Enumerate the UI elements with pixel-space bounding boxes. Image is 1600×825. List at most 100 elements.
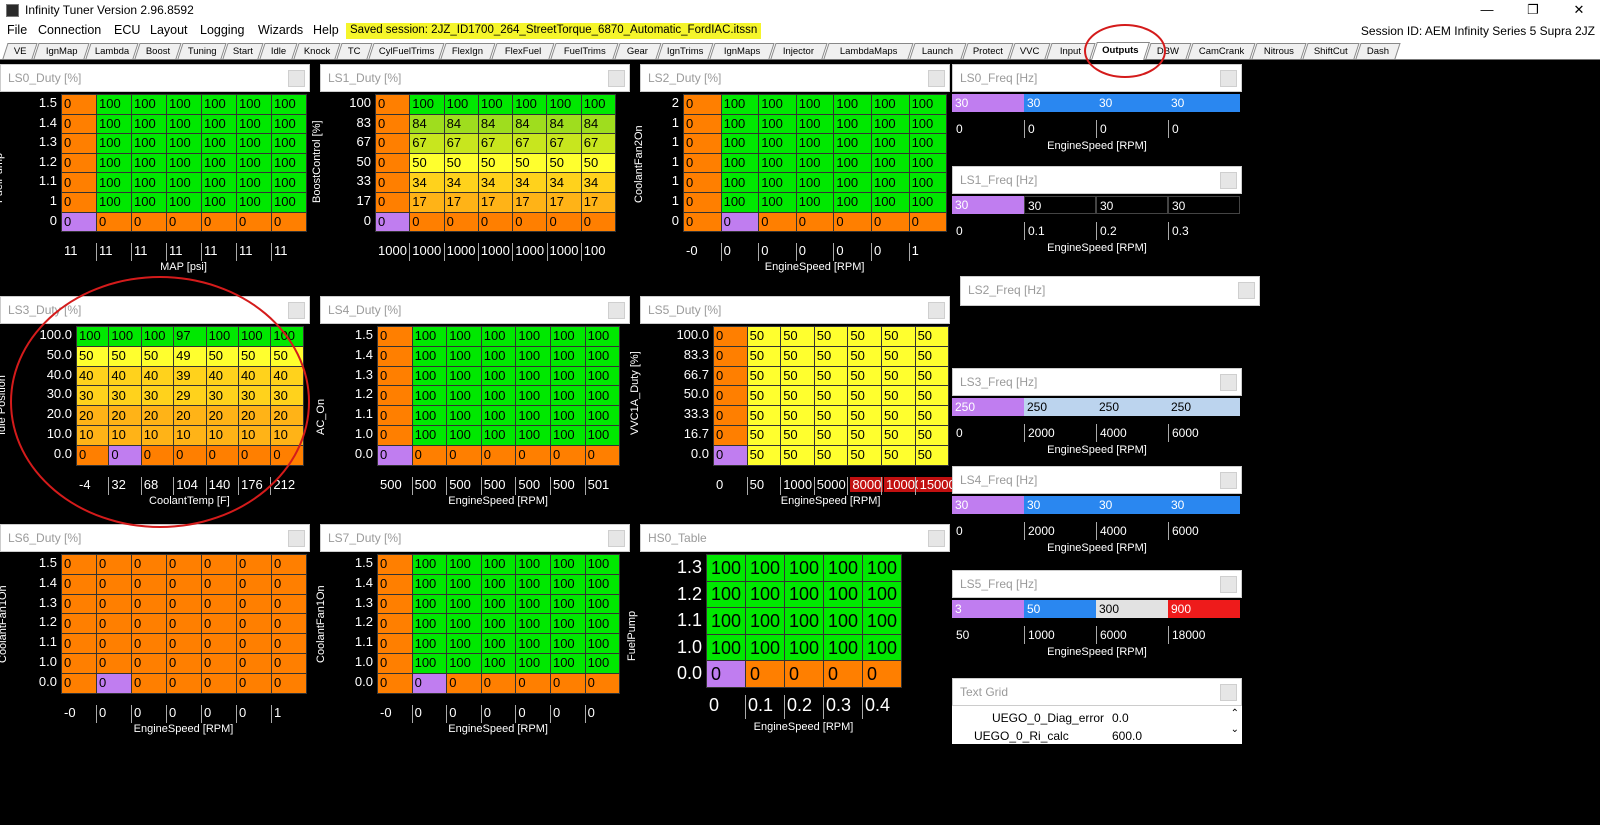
map-cell[interactable]: 50 (746, 326, 782, 347)
map-cell[interactable]: 34 (580, 172, 617, 193)
map-cell[interactable]: 50 (546, 152, 582, 174)
map-cell[interactable]: 0 (377, 345, 413, 367)
map-cell[interactable]: 50 (847, 405, 882, 426)
map-cell[interactable]: 100 (870, 191, 910, 213)
map-cell[interactable]: 100 (908, 172, 948, 193)
map-cell[interactable]: 100 (411, 405, 448, 426)
map-cell[interactable]: 100 (584, 385, 621, 407)
map-cell[interactable]: 50 (512, 152, 548, 174)
map-cell[interactable]: 100 (515, 385, 551, 407)
map-cell[interactable]: 100 (584, 424, 621, 446)
freq-cell[interactable]: 30 (952, 496, 1024, 514)
freq-cell[interactable]: 30 (1096, 94, 1168, 112)
map-cell[interactable]: 0 (131, 652, 167, 674)
map-cell[interactable]: 100 (758, 172, 797, 193)
map-cell[interactable]: 100 (515, 365, 551, 387)
map-cell[interactable]: 0 (166, 211, 202, 233)
map-cell[interactable]: 0 (377, 424, 413, 446)
map-cell[interactable]: 100 (549, 385, 586, 407)
map-cell[interactable]: 100 (908, 94, 948, 115)
map-cell[interactable]: 100 (411, 633, 448, 654)
map-cell[interactable]: 17 (443, 191, 479, 213)
map-cell[interactable]: 0 (236, 593, 272, 615)
map-cell[interactable]: 50 (880, 424, 916, 446)
map-cell[interactable]: 100 (411, 554, 448, 575)
map-cell[interactable]: 0 (201, 672, 237, 694)
map-cell[interactable]: 0 (477, 211, 514, 233)
map-cell[interactable]: 100 (480, 345, 517, 367)
map-cell[interactable]: 0 (580, 211, 617, 233)
freq-cell[interactable]: 900 (1168, 600, 1240, 618)
map-cell[interactable]: 100 (271, 133, 307, 154)
map-cell[interactable]: 100 (446, 345, 482, 367)
map-cell[interactable]: 100 (870, 94, 910, 115)
map-cell[interactable]: 100 (166, 152, 202, 174)
map-cell[interactable]: 100 (446, 424, 482, 446)
map-cell[interactable]: 100 (131, 172, 167, 193)
map-cell[interactable]: 100 (720, 113, 760, 135)
map-cell[interactable]: 100 (584, 573, 621, 595)
map-cell[interactable]: 0 (166, 573, 202, 595)
map-cell[interactable]: 67 (409, 133, 445, 154)
map-cell[interactable]: 50 (880, 365, 916, 387)
map-cell[interactable]: 100 (720, 172, 760, 193)
map-cell[interactable]: 100 (795, 172, 835, 193)
map-cell[interactable]: 0 (377, 385, 413, 407)
map-cell[interactable]: 100 (584, 613, 621, 635)
map-cell[interactable]: 100 (271, 113, 307, 135)
map-cell[interactable]: 84 (512, 113, 548, 135)
map-cell[interactable]: 50 (914, 345, 950, 367)
map-cell[interactable]: 100 (96, 191, 132, 213)
map-cell[interactable]: 0 (374, 191, 411, 213)
map-cell[interactable]: 100 (201, 172, 237, 193)
map-cell[interactable]: 50 (847, 385, 882, 407)
map-cell[interactable]: 100 (446, 613, 482, 635)
map-cell[interactable]: 0 (713, 405, 748, 426)
map-cell[interactable]: 0 (515, 444, 551, 466)
tab-shiftcut[interactable]: ShiftCut (1302, 43, 1360, 59)
map-cell[interactable]: 0 (377, 573, 413, 595)
map-cell[interactable]: 100 (870, 152, 910, 174)
map-cell[interactable]: 100 (480, 613, 517, 635)
map-cell[interactable]: 0 (377, 405, 413, 426)
map-cell[interactable]: 67 (546, 133, 582, 154)
map-cell[interactable]: 0 (96, 652, 132, 674)
map-cell[interactable]: 100 (795, 191, 835, 213)
freq-cell[interactable]: 250 (1096, 398, 1168, 416)
tab-ignmap[interactable]: IgnMap (33, 43, 90, 59)
map-cell[interactable]: 100 (515, 424, 551, 446)
map-cell[interactable]: 0 (683, 152, 722, 174)
map-cell[interactable]: 50 (914, 405, 950, 426)
map-cell[interactable]: 84 (443, 113, 479, 135)
tab-cylfueltrims[interactable]: CylFuelTrims (368, 43, 445, 59)
panel-close-button[interactable] (1220, 70, 1237, 87)
map-cell[interactable]: 50 (580, 152, 617, 174)
map-cell[interactable]: 50 (880, 326, 916, 347)
map-cell[interactable]: 100 (411, 424, 448, 446)
map-cell[interactable]: 100 (236, 172, 272, 193)
map-cell[interactable]: 100 (236, 113, 272, 135)
map-cell[interactable]: 17 (512, 191, 548, 213)
map-cell[interactable]: 0 (96, 672, 132, 694)
map-cell[interactable]: 100 (443, 94, 479, 115)
map-cell[interactable]: 0 (833, 211, 872, 233)
map-cell[interactable]: 100 (549, 554, 586, 575)
map-cell[interactable]: 100 (96, 94, 132, 115)
map-cell[interactable]: 34 (477, 172, 514, 193)
map-cell[interactable]: 0 (446, 672, 482, 694)
map-cell[interactable]: 100 (823, 580, 863, 609)
map-cell[interactable]: 50 (780, 385, 815, 407)
map-cell[interactable]: 100 (549, 365, 586, 387)
map-cell[interactable]: 0 (96, 211, 132, 233)
map-cell[interactable]: 100 (512, 94, 548, 115)
tab-lambda[interactable]: Lambda (85, 43, 139, 59)
map-cell[interactable]: 100 (166, 113, 202, 135)
map-cell[interactable]: 100 (784, 554, 824, 582)
map-cell[interactable]: 0 (480, 444, 517, 466)
map-cell[interactable]: 50 (813, 424, 849, 446)
map-cell[interactable]: 100 (236, 94, 272, 115)
map-cell[interactable]: 0 (61, 593, 97, 615)
map-cell[interactable]: 0 (745, 660, 785, 688)
map-cell[interactable]: 50 (914, 444, 950, 466)
